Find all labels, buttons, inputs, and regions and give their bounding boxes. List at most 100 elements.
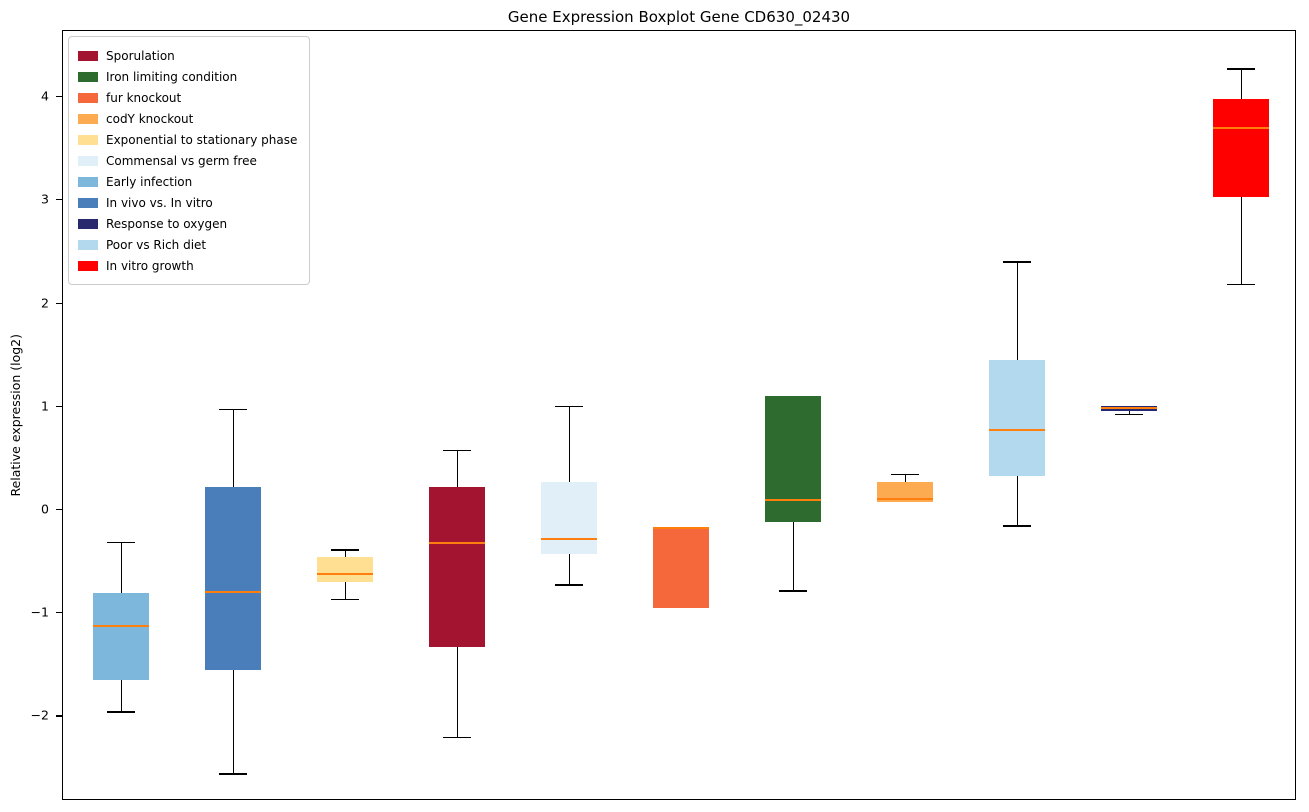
whisker-line xyxy=(1240,197,1242,284)
boxplot-box xyxy=(429,487,486,648)
y-tick-label: 0 xyxy=(41,501,49,517)
legend-item: codY knockout xyxy=(78,108,297,129)
legend-label: Iron limiting condition xyxy=(106,69,238,84)
whisker-cap xyxy=(1003,525,1032,527)
whisker-line xyxy=(120,680,122,712)
whisker-cap xyxy=(443,450,472,452)
y-tick-label: −2 xyxy=(30,707,49,723)
median-line xyxy=(989,429,1046,432)
median-line xyxy=(429,542,486,544)
legend-swatch xyxy=(78,176,98,187)
plot-area: Sporulation Iron limiting condition fur kn… xyxy=(62,30,1296,800)
whisker-line xyxy=(456,647,458,738)
median-line xyxy=(1213,127,1270,130)
whisker-cap xyxy=(1115,413,1144,416)
whisker-line xyxy=(568,554,570,585)
whisker-line xyxy=(232,669,234,774)
y-tick-label: 1 xyxy=(41,398,49,414)
legend-label: codY knockout xyxy=(106,111,194,126)
whisker-cap xyxy=(219,773,248,775)
legend-item: Response to oxygen xyxy=(78,213,297,234)
whisker-cap xyxy=(1227,283,1256,286)
legend-label: In vitro growth xyxy=(106,258,194,273)
whisker-line xyxy=(904,473,906,483)
legend-label: fur knockout xyxy=(106,90,182,105)
whisker-cap xyxy=(555,405,584,408)
legend-label: Poor vs Rich diet xyxy=(106,237,207,252)
whisker-line xyxy=(120,541,122,593)
whisker-line xyxy=(344,549,346,558)
legend-label: In vivo vs. In vitro xyxy=(106,195,213,210)
median-line xyxy=(1101,407,1158,410)
whisker-line xyxy=(456,450,458,488)
y-tick-label: 4 xyxy=(41,88,49,104)
whisker-line xyxy=(1128,410,1130,414)
whisker-cap xyxy=(1227,68,1256,70)
legend-swatch xyxy=(78,71,98,82)
whisker-line xyxy=(1016,261,1018,361)
chart-title: Gene Expression Boxplot Gene CD630_02430 xyxy=(507,8,851,26)
whisker-cap xyxy=(219,408,248,411)
legend-label: Response to oxygen xyxy=(106,216,228,231)
median-line xyxy=(93,624,150,627)
y-tick-mark xyxy=(56,508,62,511)
whisker-cap xyxy=(331,549,360,551)
boxplot-box xyxy=(765,396,822,523)
boxplot-box xyxy=(205,487,262,670)
median-line xyxy=(541,537,598,540)
whisker-cap xyxy=(779,590,808,592)
legend-item: Iron limiting condition xyxy=(78,66,297,87)
y-tick-label: 3 xyxy=(41,191,49,207)
whisker-line xyxy=(568,405,570,483)
legend-item: In vivo vs. In vitro xyxy=(78,192,297,213)
legend-swatch xyxy=(78,134,98,145)
boxplot-box xyxy=(1213,99,1270,198)
legend-swatch xyxy=(78,92,98,103)
legend-item: Poor vs Rich diet xyxy=(78,234,297,255)
whisker-cap xyxy=(107,711,136,713)
whisker-cap xyxy=(891,473,920,476)
whisker-cap xyxy=(107,541,136,544)
legend-item: Commensal vs germ free xyxy=(78,150,297,171)
median-line xyxy=(653,526,710,529)
whisker-line xyxy=(344,582,346,599)
whisker-line xyxy=(792,522,794,591)
median-line xyxy=(205,590,262,593)
legend-label: Early infection xyxy=(106,174,193,189)
y-tick-label: −1 xyxy=(30,604,49,620)
legend-item: Sporulation xyxy=(78,45,297,66)
boxplot-box xyxy=(541,482,598,555)
boxplot-box xyxy=(93,592,150,681)
y-tick-mark xyxy=(56,612,62,614)
y-tick-mark xyxy=(56,405,62,407)
legend-swatch xyxy=(78,113,98,124)
y-tick-mark xyxy=(56,96,62,98)
y-axis: −2 −1 0 1 2 3 4 xyxy=(0,30,62,800)
legend-swatch xyxy=(78,197,98,208)
legend-swatch xyxy=(78,155,98,166)
legend-label: Sporulation xyxy=(106,48,175,63)
legend-item: Early infection xyxy=(78,171,297,192)
legend-swatch xyxy=(78,50,98,61)
whisker-cap xyxy=(1003,261,1032,263)
whisker-line xyxy=(1016,475,1018,526)
whisker-cap xyxy=(331,598,360,601)
y-tick-mark xyxy=(56,302,62,304)
median-line xyxy=(765,498,822,501)
boxplot-box xyxy=(877,482,934,502)
boxplot-box xyxy=(653,527,710,609)
legend-label: Commensal vs germ free xyxy=(106,153,257,168)
y-tick-mark xyxy=(56,715,62,717)
y-tick-label: 2 xyxy=(41,295,49,311)
legend-item: Exponential to stationary phase xyxy=(78,129,297,150)
median-line xyxy=(877,497,934,500)
median-line xyxy=(317,572,374,575)
legend-label: Exponential to stationary phase xyxy=(106,132,298,147)
legend-swatch xyxy=(78,239,98,250)
legend: Sporulation Iron limiting condition fur kn… xyxy=(68,36,311,285)
boxplot-box xyxy=(989,360,1046,476)
legend-item: In vitro growth xyxy=(78,255,297,276)
whisker-cap xyxy=(555,584,584,586)
legend-swatch xyxy=(78,260,98,271)
